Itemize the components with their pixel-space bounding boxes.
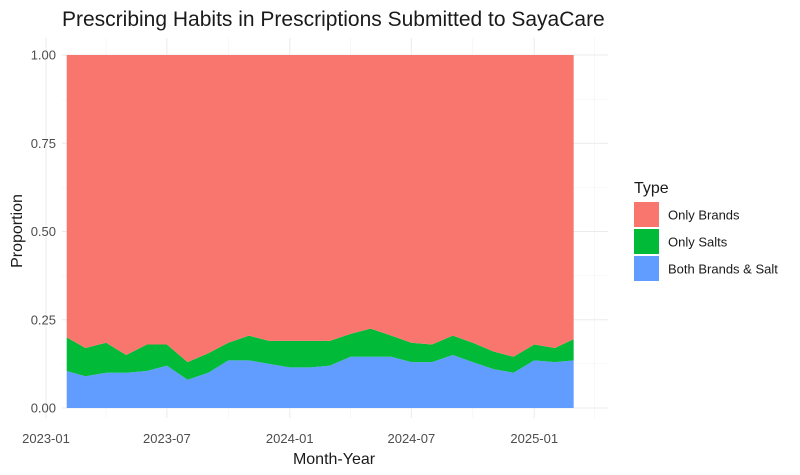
legend-key-both-brands-salt [634,256,659,281]
y-tick-label: 0.00 [31,401,56,416]
y-axis-title: Proportion [9,194,26,268]
area-both-brands-salt [66,355,574,408]
legend-label-both-brands-salt: Both Brands & Salt [668,262,778,277]
x-tick-label: 2023-01 [22,431,70,446]
x-axis-title: Month-Year [293,451,376,468]
x-tick-label: 2023-07 [143,431,191,446]
y-axis-ticks: 0.00 0.25 0.50 0.75 1.00 [31,48,56,416]
legend-label-only-salts: Only Salts [668,235,728,250]
y-tick-label: 0.50 [31,224,56,239]
x-tick-label: 2024-07 [387,431,435,446]
legend-key-only-brands [634,202,659,227]
legend-title: Type [634,180,669,197]
legend-items: Only Brands Only Salts Both Brands & Salt [634,202,778,281]
area-series [66,55,574,408]
y-tick-label: 0.25 [31,312,56,327]
x-tick-label: 2025-01 [510,431,558,446]
area-only-brands [66,55,574,363]
x-tick-label: 2024-01 [266,431,314,446]
legend-key-only-salts [634,229,659,254]
legend-label-only-brands: Only Brands [668,208,740,223]
legend: Type Only Brands Only Salts Both Brands & … [634,180,778,281]
x-axis-ticks: 2023-01 2023-07 2024-01 2024-07 2025-01 [22,431,558,446]
y-tick-label: 1.00 [31,48,56,63]
chart-title: Prescribing Habits in Prescriptions Subm… [62,8,605,31]
area-only-salts [66,328,574,380]
y-tick-label: 0.75 [31,136,56,151]
